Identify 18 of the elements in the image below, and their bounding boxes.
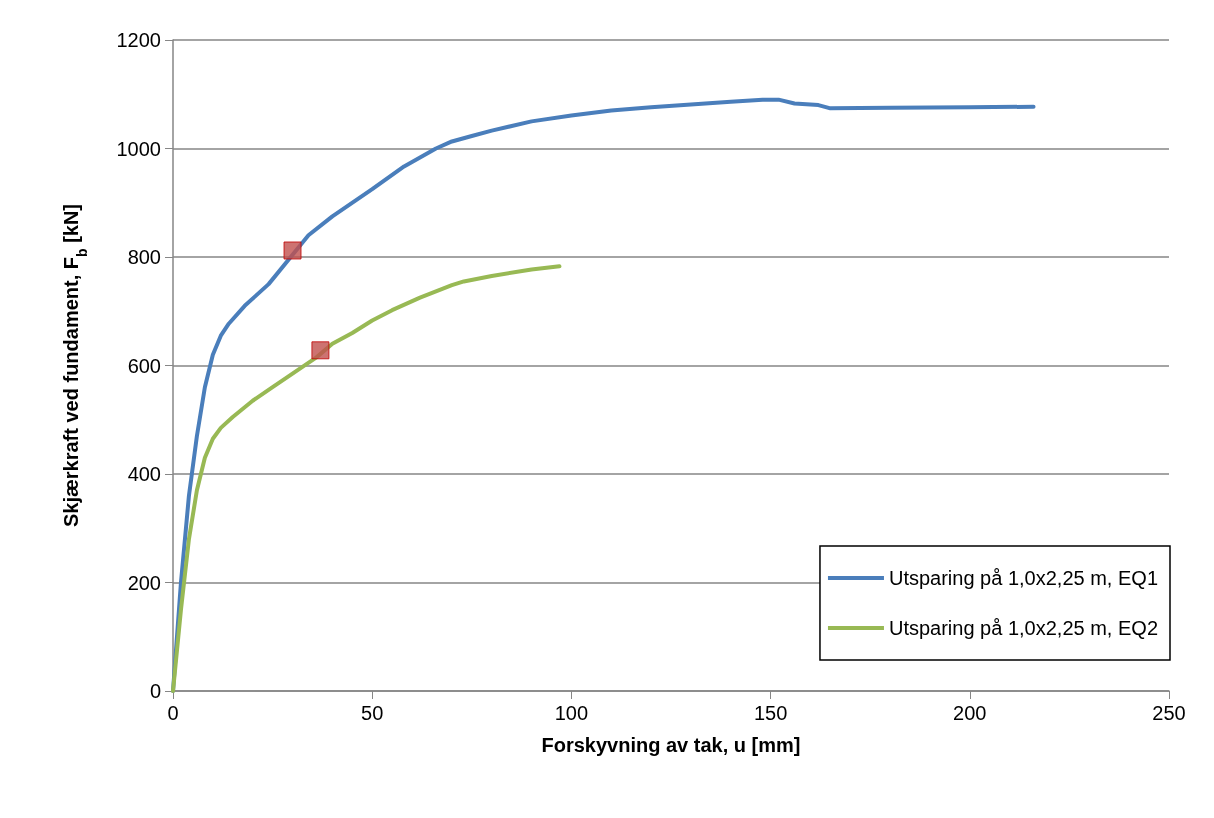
legend-label: Utsparing på 1,0x2,25 m, EQ2 — [888, 617, 1159, 639]
x-tick-label: 200 — [953, 702, 987, 724]
x-tick-label: 0 — [167, 702, 179, 724]
y-tick-label: 600 — [127, 354, 161, 377]
line-series — [171, 264, 562, 693]
y-tick-label: 1200 — [116, 29, 161, 51]
x-tick-label: 150 — [753, 702, 788, 724]
x-tick-label: 100 — [554, 702, 589, 724]
x-tick-label: 250 — [1152, 702, 1186, 724]
y-tick-label: 0 — [149, 680, 161, 702]
y-tick-label: 400 — [127, 463, 161, 485]
legend-label: Utsparing på 1,0x2,25 m, EQ1 — [888, 567, 1159, 589]
y-tick-label: 200 — [127, 571, 161, 594]
y-axis-title: Skjærkraft ved fundament, Fb [kN] — [60, 203, 90, 528]
x-axis-title: Forskyvning av tak, u [mm] — [541, 734, 801, 756]
x-tick-label: 50 — [361, 702, 384, 724]
y-tick-label: 1000 — [116, 137, 161, 160]
y-tick-label: 800 — [127, 246, 161, 268]
